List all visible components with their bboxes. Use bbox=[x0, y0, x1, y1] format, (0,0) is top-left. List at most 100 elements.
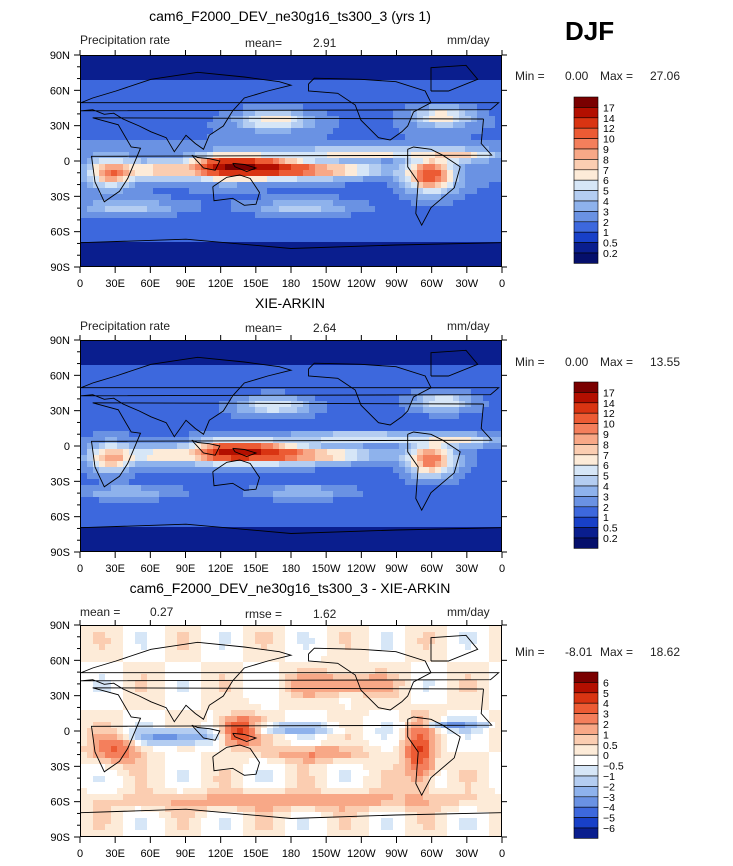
colorbar-label: 0.2 bbox=[603, 533, 618, 545]
colorbar-box bbox=[573, 211, 599, 223]
colorbar-box bbox=[573, 252, 599, 264]
lat-tick-label: 60N bbox=[50, 370, 70, 382]
rmse-label: rmse = bbox=[245, 607, 283, 621]
colorbar-box bbox=[573, 138, 599, 150]
min-value: -8.01 bbox=[565, 645, 593, 659]
colorbar-label: 0 bbox=[603, 750, 609, 762]
min-label: Min = bbox=[515, 355, 545, 369]
colorbar-label: 10 bbox=[603, 419, 615, 431]
colorbar-label: −3 bbox=[603, 792, 615, 804]
colorbar-box bbox=[573, 423, 599, 435]
lon-tick-label: 60W bbox=[420, 278, 443, 290]
lon-tick-label: 150E bbox=[243, 278, 269, 290]
lon-tick-label: 0 bbox=[499, 563, 505, 575]
lat-tick-label: 30N bbox=[50, 691, 70, 703]
colorbar-label: 4 bbox=[603, 481, 609, 493]
lat-tick-label: 0 bbox=[64, 156, 70, 168]
map-field bbox=[81, 56, 501, 266]
colorbar-label: 5 bbox=[603, 471, 609, 483]
colorbar-label: 12 bbox=[603, 123, 615, 135]
lon-tick-label: 90W bbox=[385, 848, 408, 860]
colorbar-box bbox=[573, 723, 599, 735]
variable-label: Precipitation rate bbox=[80, 319, 171, 333]
mean-value: 0.27 bbox=[150, 605, 174, 619]
lon-tick-label: 150W bbox=[312, 848, 341, 860]
min-value: 0.00 bbox=[565, 69, 589, 83]
colorbar-label: 5 bbox=[603, 186, 609, 198]
max-value: 18.62 bbox=[650, 645, 681, 659]
lon-tick-label: 120E bbox=[208, 563, 234, 575]
lon-tick-label: 60W bbox=[420, 848, 443, 860]
colorbar-box bbox=[573, 159, 599, 171]
colorbar-label: −5 bbox=[603, 813, 615, 825]
colorbar-label: 4 bbox=[603, 698, 609, 710]
lat-tick-label: 60N bbox=[50, 655, 70, 667]
min-label: Min = bbox=[515, 69, 545, 83]
lon-tick-label: 60E bbox=[141, 848, 161, 860]
colorbar-box bbox=[573, 754, 599, 766]
colorbar-label: 2 bbox=[603, 502, 609, 514]
lat-tick-label: 60S bbox=[50, 797, 70, 809]
colorbar-box bbox=[573, 786, 599, 798]
mean-label: mean= bbox=[245, 36, 283, 50]
colorbar-label: 0.2 bbox=[603, 248, 618, 260]
colorbar-box bbox=[573, 179, 599, 191]
lon-tick-label: 30W bbox=[456, 563, 479, 575]
lon-tick-label: 60W bbox=[420, 563, 443, 575]
colorbar-box bbox=[573, 412, 599, 424]
colorbar-label: 6 bbox=[603, 677, 609, 689]
colorbar-label: 0.5 bbox=[603, 740, 618, 752]
colorbar-label: −0.5 bbox=[603, 761, 624, 773]
lon-tick-label: 60E bbox=[141, 563, 161, 575]
max-value: 13.55 bbox=[650, 355, 681, 369]
colorbar-label: 9 bbox=[603, 144, 609, 156]
mean-label: mean= bbox=[245, 321, 283, 335]
colorbar-box bbox=[573, 713, 599, 725]
colorbar-label: 3 bbox=[603, 206, 609, 218]
lon-tick-label: 180 bbox=[282, 278, 300, 290]
colorbar-label: 6 bbox=[603, 460, 609, 472]
lon-tick-label: 120E bbox=[208, 848, 234, 860]
colorbar-box bbox=[573, 96, 599, 108]
lon-tick-label: 120E bbox=[208, 278, 234, 290]
colorbar-label: 7 bbox=[603, 165, 609, 177]
lat-tick-label: 30S bbox=[50, 476, 70, 488]
colorbar-label: 8 bbox=[603, 154, 609, 166]
variable-label: Precipitation rate bbox=[80, 33, 171, 47]
lat-tick-label: 90N bbox=[50, 620, 70, 632]
colorbar-box bbox=[573, 117, 599, 129]
colorbar-label: 10 bbox=[603, 134, 615, 146]
min-value: 0.00 bbox=[565, 355, 589, 369]
map-field bbox=[81, 341, 501, 551]
colorbar-label: −6 bbox=[603, 823, 615, 835]
lat-tick-label: 90N bbox=[50, 335, 70, 347]
colorbar-box bbox=[573, 454, 599, 466]
map-axes: 90N 60N 30N 0 30S 60S 90S 0 30E 60E 90E 120E 150E 180… bbox=[50, 50, 507, 290]
colorbar-label: 2 bbox=[603, 217, 609, 229]
colorbar-label: −4 bbox=[603, 802, 615, 814]
colorbar-label: 9 bbox=[603, 429, 609, 441]
colorbar-box bbox=[573, 775, 599, 787]
lon-tick-label: 120W bbox=[347, 563, 376, 575]
lat-tick-label: 90S bbox=[50, 547, 70, 559]
lat-tick-label: 30S bbox=[50, 761, 70, 773]
lon-tick-label: 90E bbox=[176, 848, 196, 860]
colorbar-box bbox=[573, 402, 599, 414]
max-label: Max = bbox=[600, 355, 634, 369]
lat-tick-label: 0 bbox=[64, 726, 70, 738]
precip-map bbox=[80, 340, 502, 552]
colorbar-box bbox=[573, 231, 599, 243]
colorbar-label: 14 bbox=[603, 398, 615, 410]
colorbar-box bbox=[573, 744, 599, 756]
lon-tick-label: 0 bbox=[77, 563, 83, 575]
colorbar-box bbox=[573, 200, 599, 212]
precip-map bbox=[80, 55, 502, 267]
lon-tick-label: 150W bbox=[312, 278, 341, 290]
colorbar-box bbox=[573, 827, 599, 839]
colorbar-box bbox=[573, 148, 599, 160]
rmse-value: 1.62 bbox=[313, 607, 337, 621]
colorbar-box bbox=[573, 107, 599, 119]
panel-title: cam6_F2000_DEV_ne30g16_ts300_3 - XIE-ARK… bbox=[129, 580, 451, 596]
